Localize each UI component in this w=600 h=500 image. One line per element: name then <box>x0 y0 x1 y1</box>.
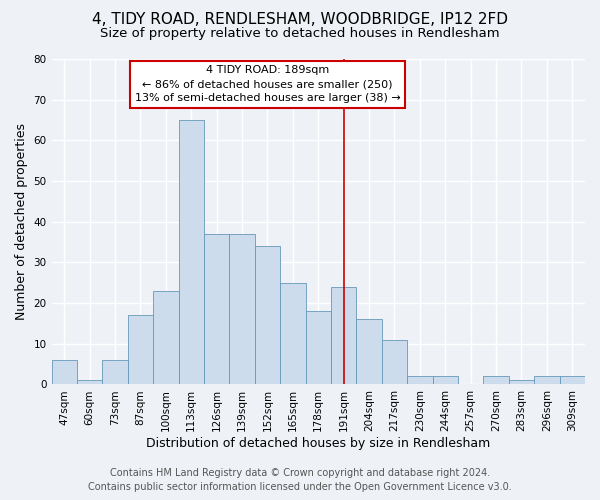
Bar <box>356 320 382 384</box>
Bar <box>484 376 509 384</box>
Text: 4, TIDY ROAD, RENDLESHAM, WOODBRIDGE, IP12 2FD: 4, TIDY ROAD, RENDLESHAM, WOODBRIDGE, IP… <box>92 12 508 28</box>
Bar <box>179 120 204 384</box>
Bar <box>229 234 255 384</box>
X-axis label: Distribution of detached houses by size in Rendlesham: Distribution of detached houses by size … <box>146 437 490 450</box>
Bar <box>204 234 229 384</box>
Bar <box>103 360 128 384</box>
Y-axis label: Number of detached properties: Number of detached properties <box>15 123 28 320</box>
Text: Contains HM Land Registry data © Crown copyright and database right 2024.
Contai: Contains HM Land Registry data © Crown c… <box>88 468 512 492</box>
Bar <box>407 376 433 384</box>
Bar <box>52 360 77 384</box>
Bar <box>153 291 179 384</box>
Bar <box>534 376 560 384</box>
Text: Size of property relative to detached houses in Rendlesham: Size of property relative to detached ho… <box>100 28 500 40</box>
Bar <box>77 380 103 384</box>
Bar <box>382 340 407 384</box>
Bar <box>433 376 458 384</box>
Bar <box>128 316 153 384</box>
Bar <box>509 380 534 384</box>
Bar <box>255 246 280 384</box>
Text: 4 TIDY ROAD: 189sqm
← 86% of detached houses are smaller (250)
13% of semi-detac: 4 TIDY ROAD: 189sqm ← 86% of detached ho… <box>134 65 400 103</box>
Bar <box>305 311 331 384</box>
Bar <box>560 376 585 384</box>
Bar <box>331 287 356 384</box>
Bar <box>280 283 305 384</box>
